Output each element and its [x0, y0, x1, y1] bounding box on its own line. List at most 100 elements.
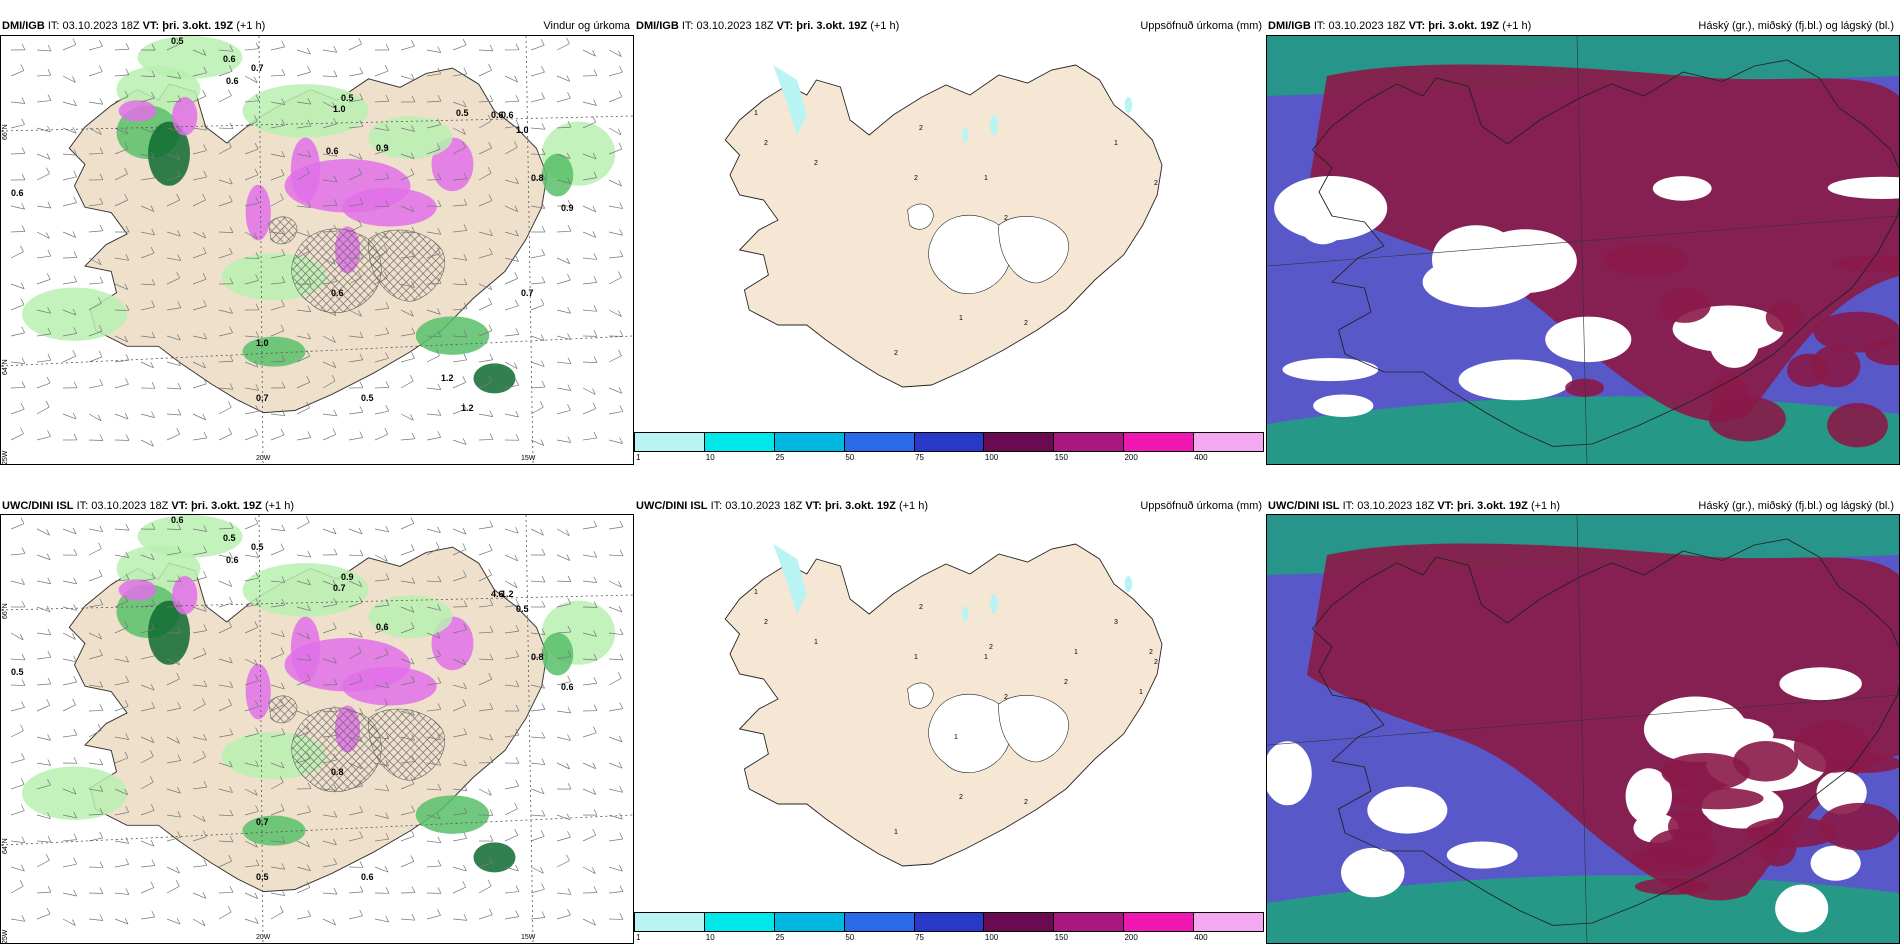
wind-barb: [192, 72, 207, 77]
valid-time: þri. 3.okt. 19Z: [796, 20, 868, 32]
wind-barb-flag: [202, 413, 207, 421]
wind-barb-flag: [358, 762, 363, 769]
wind-barb-flag: [358, 153, 363, 160]
wind-barb-flag: [46, 376, 51, 384]
wind-barb-flag: [514, 829, 519, 836]
glacier-hatch: [368, 229, 445, 302]
wind-barb: [556, 179, 571, 184]
wind-barb: [10, 101, 25, 104]
wind-barb: [426, 736, 441, 741]
wind-barb-flag: [255, 805, 259, 812]
wind-barb: [478, 574, 492, 582]
wind-barb-flag: [281, 524, 286, 531]
wind-barb-flag: [151, 91, 155, 99]
wind-barb-flag: [437, 859, 442, 867]
wind-barb-flag: [73, 757, 78, 764]
wind-barb: [582, 866, 596, 874]
clear-sky-patch: [1313, 394, 1374, 418]
wind-barb-flag: [254, 917, 259, 924]
wind-barb: [582, 632, 597, 637]
wind-barb: [192, 49, 207, 56]
wind-barb: [582, 732, 597, 738]
wind-barb-flag: [567, 225, 572, 232]
wind-barb: [62, 839, 77, 842]
wind-barb: [10, 523, 25, 530]
wind-barb: [10, 658, 25, 661]
wind-barb-flag: [281, 150, 285, 158]
wind-barb: [140, 335, 155, 339]
wind-barb: [270, 684, 285, 690]
wind-barb: [244, 840, 258, 848]
wind-barb: [400, 710, 415, 716]
wind-barb: [530, 762, 545, 766]
wind-barb-flag: [411, 40, 415, 47]
wind-barb: [166, 658, 180, 666]
wind-barb-flag: [385, 381, 390, 388]
wind-barb: [478, 658, 493, 661]
accum-value-label: 1: [1139, 689, 1143, 696]
wind-barb: [400, 357, 415, 363]
wind-barb: [400, 627, 415, 634]
wind-barb-flag: [593, 330, 598, 337]
precip-value-label: 1.2: [441, 373, 454, 383]
wind-barb-flag: [437, 836, 442, 843]
wind-barb-flag: [541, 682, 545, 689]
wind-barb: [10, 580, 25, 585]
wind-barb-flag: [203, 859, 208, 866]
wind-barb: [426, 814, 441, 820]
precip-value-label: 0.7: [256, 817, 269, 827]
wind-barb-flag: [72, 38, 77, 45]
wind-barb-flag: [359, 707, 363, 715]
wind-barb: [218, 762, 233, 768]
wind-barb-flag: [149, 750, 154, 757]
wind-barb: [322, 814, 337, 818]
wind-barb: [348, 153, 363, 160]
wind-barb: [452, 886, 466, 894]
wind-barb: [140, 707, 155, 712]
wind-barb-flag: [307, 119, 312, 127]
wind-barb-flag: [203, 830, 207, 837]
wind-barb: [62, 281, 77, 285]
wind-barb: [244, 626, 258, 634]
wind-barb-flag: [411, 73, 415, 81]
wind-barb-flag: [566, 554, 571, 561]
wind-barb: [426, 915, 441, 920]
wind-barb-flag: [306, 401, 310, 408]
wind-barb-flag: [411, 432, 416, 439]
wind-barb-flag: [150, 840, 155, 847]
accum-value-label: 2: [1024, 320, 1028, 327]
wind-barb-flag: [567, 199, 572, 207]
wind-barb: [218, 814, 233, 817]
wind-barb-flag: [73, 549, 78, 556]
wind-barb: [296, 811, 311, 816]
wind-barb: [140, 127, 155, 134]
wind-barb-flag: [47, 354, 52, 361]
wind-barb: [478, 49, 493, 52]
clear-sky-patch: [1267, 741, 1312, 806]
wind-barb: [582, 205, 596, 213]
wind-barb: [296, 381, 310, 389]
wind-barb-flag: [514, 205, 519, 212]
wind-barb: [192, 653, 207, 660]
precip-value-label: 0.6: [226, 76, 239, 86]
wind-barb-flag: [202, 193, 206, 201]
wind-barb: [296, 710, 311, 717]
wind-barb-flag: [20, 245, 24, 252]
wind-barb: [296, 101, 311, 105]
precip-value-label: 0.5: [361, 393, 374, 403]
mid-cloud-area: [1603, 243, 1688, 276]
wind-barb-flag: [229, 383, 234, 390]
wind-barb-flag: [515, 94, 520, 102]
wind-barb: [374, 178, 389, 181]
wind-barb: [348, 811, 363, 816]
wind-barb: [88, 788, 103, 792]
wind-barb: [218, 127, 233, 130]
wind-barb: [322, 179, 337, 183]
wind-barb: [452, 866, 467, 872]
wind-barb-flag: [73, 811, 77, 819]
wind-barb: [582, 682, 597, 686]
wind-barb-flag: [463, 254, 468, 261]
wind-barb: [582, 834, 596, 842]
wind-barb: [166, 43, 180, 51]
wind-barb: [608, 788, 623, 793]
